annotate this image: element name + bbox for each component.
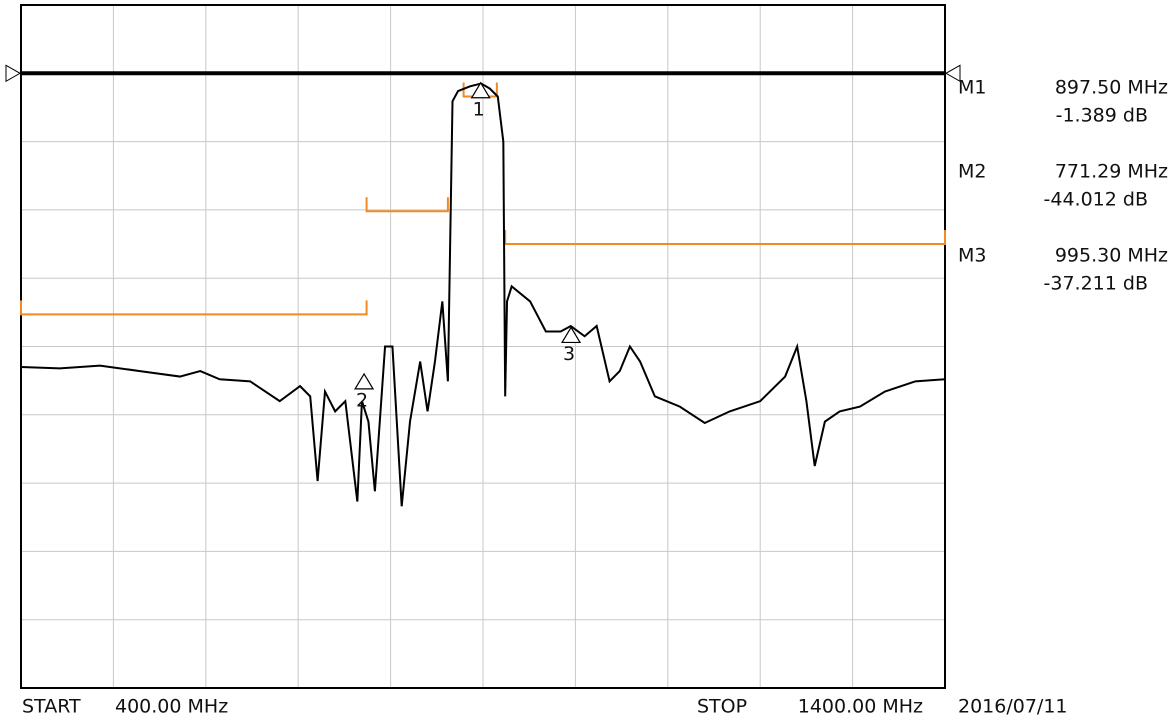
reference-arrow-right xyxy=(944,64,961,83)
marker xyxy=(470,81,491,99)
start-label: START xyxy=(22,696,81,718)
limit-line xyxy=(504,230,946,246)
marker-frequency: 771.29 MHz xyxy=(1055,161,1168,183)
plot-frame xyxy=(20,4,946,689)
marker-level: -44.012 dB xyxy=(1044,189,1148,211)
marker-name: M1 xyxy=(958,77,986,99)
reference-arrow-left xyxy=(5,64,22,83)
stop-label: STOP xyxy=(697,696,747,718)
marker-name: M2 xyxy=(958,161,986,183)
marker-frequency: 995.30 MHz xyxy=(1055,245,1168,267)
date: 2016/07/11 xyxy=(958,696,1068,718)
marker-frequency: 897.50 MHz xyxy=(1055,77,1168,99)
marker-level: -37.211 dB xyxy=(1044,273,1148,295)
limit-line xyxy=(20,300,368,316)
start-value: 400.00 MHz xyxy=(115,696,228,718)
marker xyxy=(354,372,375,390)
marker-name: M3 xyxy=(958,245,986,267)
limit-line xyxy=(365,197,449,213)
marker-number: 1 xyxy=(473,98,485,120)
marker-number: 3 xyxy=(563,343,575,365)
marker-number: 2 xyxy=(356,389,368,411)
marker-level: -1.389 dB xyxy=(1056,105,1148,127)
stop-value: 1400.00 MHz xyxy=(798,696,923,718)
marker xyxy=(560,326,582,344)
